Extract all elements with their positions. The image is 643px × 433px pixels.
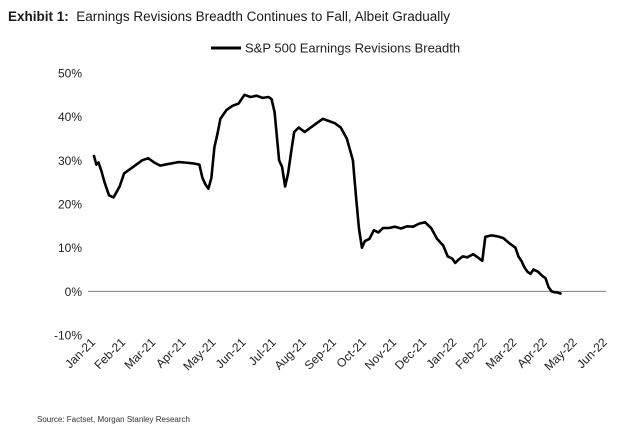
chart-title: Exhibit 1: Earnings Revisions Breadth Co… <box>8 9 450 24</box>
x-tick-label: Mar-21 <box>122 335 159 372</box>
y-tick-label: 50% <box>58 67 82 81</box>
x-tick-label: Jan-22 <box>423 335 459 371</box>
y-tick-label: 30% <box>58 154 82 168</box>
y-tick-label: 40% <box>58 110 82 124</box>
x-tick-label: Aug-21 <box>272 335 309 372</box>
y-tick-label: 10% <box>58 241 82 255</box>
title-text: Earnings Revisions Breadth Continues to … <box>76 9 450 24</box>
legend-label: S&P 500 Earnings Revisions Breadth <box>245 41 460 56</box>
y-axis: 50% 40% 30% 20% 10% 0% -10% <box>54 67 82 343</box>
x-tick-label: Dec-21 <box>392 335 429 372</box>
series-layer <box>92 93 562 295</box>
x-tick-label: Mar-22 <box>483 335 520 372</box>
x-tick-label: Feb-21 <box>91 335 128 372</box>
x-tick-label: Jun-21 <box>213 335 249 371</box>
x-axis: Jan-21Feb-21Mar-21Apr-21May-21Jun-21Jul-… <box>62 335 610 373</box>
x-tick-label: Sep-21 <box>302 335 339 372</box>
x-tick-label: Feb-22 <box>453 335 490 372</box>
x-tick-label: Nov-21 <box>362 335 399 372</box>
source-note: Source: Factset, Morgan Stanley Research <box>37 415 190 424</box>
x-tick-label: Jun-22 <box>574 335 610 371</box>
x-tick-label: May-22 <box>542 335 580 373</box>
x-tick-label: May-21 <box>180 335 218 373</box>
y-tick-label: -10% <box>54 329 82 343</box>
series-line <box>92 93 562 295</box>
y-tick-label: 20% <box>58 198 82 212</box>
exhibit-label: Exhibit 1: <box>8 9 69 24</box>
legend: S&P 500 Earnings Revisions Breadth <box>211 41 460 56</box>
y-tick-label: 0% <box>65 285 83 299</box>
